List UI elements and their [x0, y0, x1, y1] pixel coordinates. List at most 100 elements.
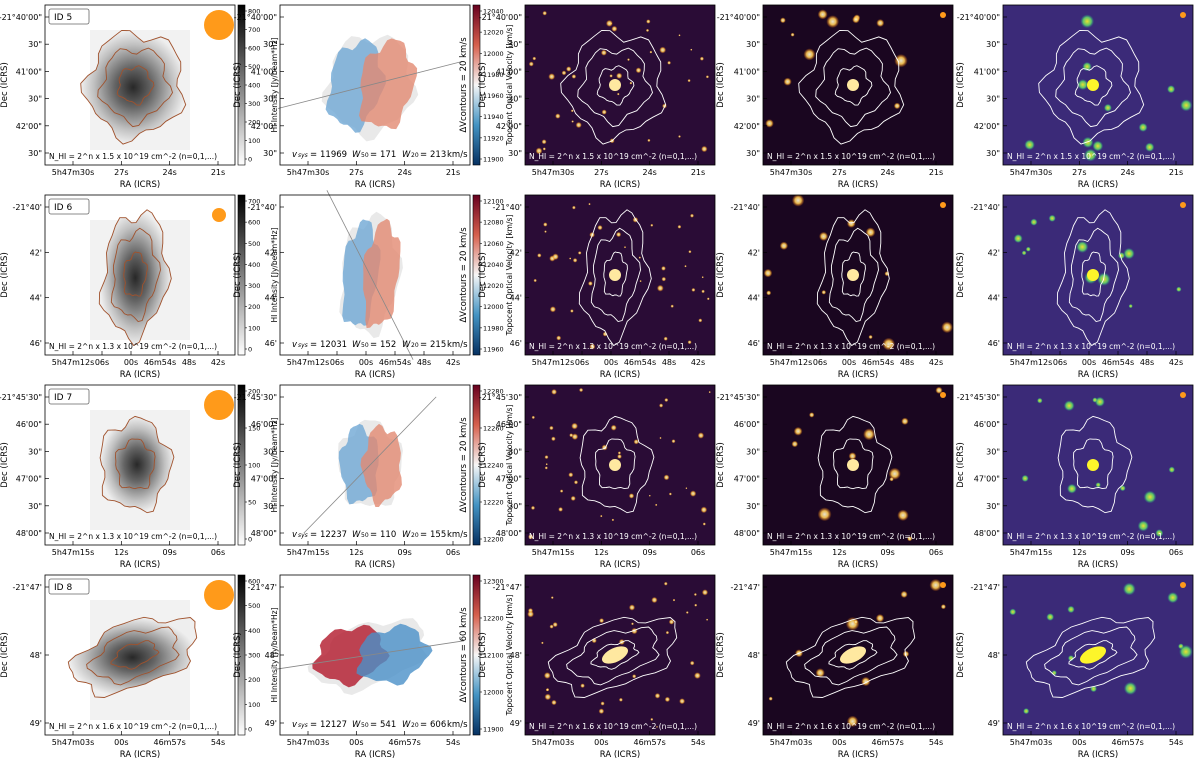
- host-galaxy: [1087, 79, 1099, 91]
- ra-tick-label: 5h47m15s: [1010, 548, 1052, 557]
- background-source: [700, 506, 708, 514]
- colorbar-tick-label: 400: [248, 627, 260, 635]
- background-source: [543, 672, 551, 679]
- panel-r2-c1: ID 6 N_HI = 2^n x 1.3 x 10^19 cm^-2 (n=0,…: [0, 194, 279, 380]
- w20-value: 213: [430, 150, 446, 160]
- colorbar-label: HI Intensity [Jy/beam*Hz]: [270, 227, 279, 322]
- w50-value: 110: [380, 530, 396, 540]
- colorbar-tick-label: 11980: [483, 324, 504, 332]
- background-source: [698, 318, 703, 323]
- background-source: [688, 250, 692, 254]
- w50-eq: =: [370, 340, 377, 350]
- background-source: [544, 455, 549, 460]
- contour-note: N_HI = 2^n x 1.6 x 10^19 cm^-2 (n=0,1,..…: [767, 722, 935, 731]
- dec-tick-label: 49': [988, 719, 1000, 728]
- panel-r1-c3: N_HI = 2^n x 1.5 x 10^19 cm^-2 (n=0,1,..…: [478, 4, 716, 190]
- background-source: [617, 454, 622, 459]
- background-source: [570, 109, 574, 113]
- background-source: [941, 321, 953, 334]
- hi-contour: [547, 616, 678, 698]
- w20-sub: 20: [411, 342, 419, 349]
- background-source: [1119, 485, 1126, 492]
- vsys-eq: =: [310, 340, 317, 350]
- hi-contour: [577, 47, 653, 128]
- hi-contour: [566, 626, 660, 686]
- background-source: [672, 598, 676, 602]
- colorbar-tick-label: 700: [248, 26, 260, 34]
- contour-note: N_HI = 2^n x 1.6 x 10^19 cm^-2 (n=0,1,..…: [49, 722, 217, 731]
- panel-frame: [279, 384, 471, 546]
- vsys-sub: sys: [298, 722, 308, 729]
- background-source: [1013, 234, 1023, 243]
- host-galaxy: [839, 646, 867, 664]
- contour-note: N_HI = 2^n x 1.6 x 10^19 cm^-2 (n=0,1,..…: [1007, 722, 1175, 731]
- ra-tick-label: 09s: [880, 548, 894, 557]
- hi-contour: [115, 438, 156, 490]
- dec-tick-label: -21°45'30": [479, 393, 522, 402]
- ra-tick-label: 5h47m30s: [287, 168, 329, 177]
- w50-label: W: [352, 150, 361, 160]
- colorbar-tick-label: 12080: [483, 219, 504, 227]
- background-source: [566, 66, 572, 72]
- dec-tick-label: 30": [263, 502, 277, 511]
- id-box: [48, 388, 90, 405]
- background-source: [1143, 490, 1157, 504]
- hi-contour: [1057, 415, 1133, 514]
- panel-r4-c5: N_HI = 2^n x 1.6 x 10^19 cm^-2 (n=0,1,..…: [956, 574, 1194, 760]
- dec-tick-label: 48'00": [496, 529, 522, 538]
- dec-tick-label: 44': [748, 294, 760, 303]
- background-source: [1137, 520, 1149, 532]
- dec-tick-label: 48'00": [16, 529, 42, 538]
- colorbar-label: HI Intensity [Jy/beam*Hz]: [270, 607, 279, 702]
- beam-ellipse: [940, 202, 946, 208]
- colorbar-tick-label: 200: [248, 303, 260, 311]
- background-source: [901, 417, 909, 425]
- hi-contour: [815, 47, 891, 128]
- background-source: [893, 102, 901, 110]
- w20-label: W: [402, 530, 411, 540]
- ra-tick-label: 24s: [162, 168, 176, 177]
- ra-tick-label: 5h47m03s: [1010, 738, 1052, 747]
- panel-r4-c4: N_HI = 2^n x 1.6 x 10^19 cm^-2 (n=0,1,..…: [716, 574, 954, 760]
- background-source: [543, 222, 548, 227]
- background-source: [687, 79, 691, 83]
- colorbar-label: Topocent Optical Velocity [km/s]: [505, 25, 514, 147]
- panel-r3-c2: v sys = 12237 W 50 = 110 W 20 = 155 km/sΔVcontour…: [233, 384, 514, 570]
- colorbar-label: Topocent Optical Velocity [km/s]: [505, 595, 514, 717]
- background-source: [588, 281, 593, 286]
- colorbar-tick-label: 200: [248, 676, 260, 684]
- ra-tick-label: 12s: [114, 548, 128, 557]
- background-source: [763, 268, 773, 278]
- background-source: [533, 278, 537, 283]
- panel-frame: [762, 384, 954, 546]
- background-source: [702, 522, 706, 526]
- background-source: [605, 19, 613, 27]
- dec-tick-label: 30": [746, 502, 760, 511]
- hi-contour: [110, 227, 161, 322]
- ra-tick-label: 24s: [1120, 168, 1134, 177]
- background-source: [1145, 142, 1155, 152]
- background-source: [654, 693, 661, 699]
- background-source: [815, 668, 825, 678]
- dec-tick-label: -21°40'00": [0, 13, 42, 22]
- background-source: [1179, 644, 1193, 659]
- host-galaxy: [609, 79, 621, 91]
- hi-contour: [116, 65, 155, 106]
- background-source: [556, 335, 562, 341]
- background-source: [694, 603, 698, 607]
- w50-label: W: [352, 340, 361, 350]
- colorbar-label: HI Intensity [Jy/beam*Hz]: [270, 37, 279, 132]
- panel-r3-c1: ID 7 N_HI = 2^n x 1.3 x 10^19 cm^-2 (n=0,…: [0, 384, 279, 570]
- background-source: [687, 340, 692, 345]
- dec-tick-label: 30": [508, 447, 522, 456]
- background-source: [639, 280, 642, 283]
- dec-tick-label: 30": [746, 447, 760, 456]
- background-source: [1009, 608, 1017, 616]
- background-source: [1067, 655, 1075, 662]
- ra-tick-label: 5h47m12s: [1010, 358, 1052, 367]
- dec-tick-label: 46'00": [496, 420, 522, 429]
- dec-tick-label: 41'00": [496, 67, 522, 76]
- dec-tick-label: 41'00": [974, 67, 1000, 76]
- dec-axis-label: Dec (ICRS): [478, 252, 488, 298]
- background-source: [575, 121, 582, 129]
